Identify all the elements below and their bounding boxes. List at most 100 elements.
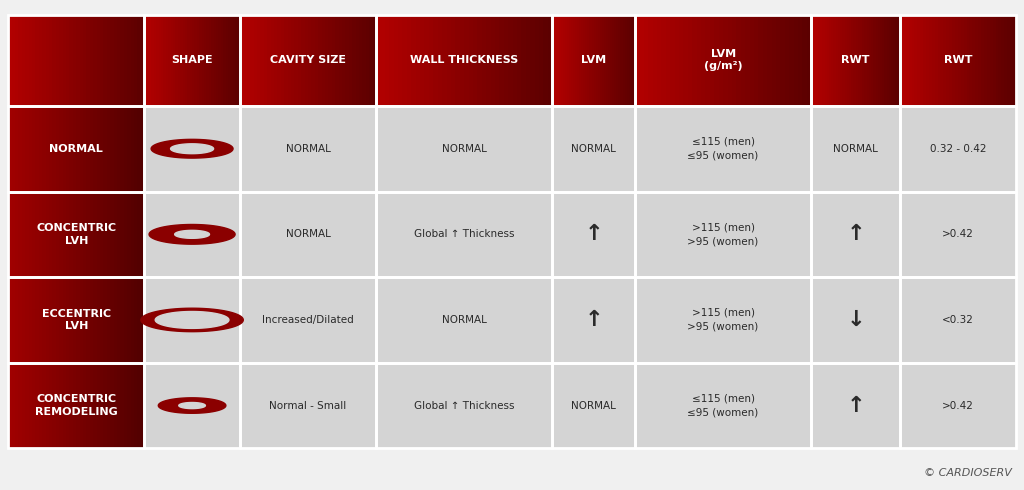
Bar <box>223 15 226 106</box>
Bar <box>745 15 751 106</box>
Bar <box>900 192 1016 277</box>
Bar <box>52 363 56 448</box>
Bar <box>111 15 115 106</box>
Bar <box>990 15 993 106</box>
Bar <box>103 106 108 192</box>
Bar <box>586 15 589 106</box>
Bar <box>957 15 962 106</box>
Bar <box>1005 15 1009 106</box>
Bar <box>662 15 667 106</box>
Bar <box>998 15 1002 106</box>
Bar <box>811 15 814 106</box>
Bar <box>898 15 901 106</box>
Bar <box>240 363 376 448</box>
Bar <box>11 363 16 448</box>
Bar <box>425 15 430 106</box>
Bar <box>175 15 179 106</box>
Bar <box>490 15 496 106</box>
Bar <box>121 106 125 192</box>
Bar <box>178 15 181 106</box>
Bar <box>15 192 19 277</box>
Bar <box>723 15 728 106</box>
Bar <box>610 15 613 106</box>
Bar <box>548 15 553 106</box>
Bar <box>759 15 764 106</box>
Bar <box>240 192 376 277</box>
Bar <box>11 192 16 277</box>
Bar <box>900 15 904 106</box>
Bar <box>608 15 611 106</box>
Bar <box>940 15 944 106</box>
Bar <box>878 15 881 106</box>
Text: NORMAL: NORMAL <box>286 229 331 239</box>
Bar <box>111 192 115 277</box>
Text: NORMAL: NORMAL <box>834 144 878 154</box>
Bar <box>36 363 40 448</box>
Bar <box>831 15 835 106</box>
Polygon shape <box>141 308 244 332</box>
Bar <box>578 15 581 106</box>
Bar <box>216 15 219 106</box>
Bar <box>29 192 33 277</box>
Bar <box>495 15 501 106</box>
Bar <box>389 15 394 106</box>
Bar <box>900 15 1016 106</box>
Bar <box>137 106 142 192</box>
Bar <box>168 15 172 106</box>
Bar <box>106 106 112 192</box>
Bar <box>197 15 201 106</box>
Bar <box>845 15 848 106</box>
Bar <box>15 363 19 448</box>
Bar <box>1008 15 1011 106</box>
Bar <box>376 363 552 448</box>
Bar <box>8 106 144 192</box>
Bar <box>180 15 183 106</box>
Bar <box>451 15 457 106</box>
Bar <box>376 192 552 277</box>
Bar <box>836 15 839 106</box>
Text: Normal - Small: Normal - Small <box>269 400 346 411</box>
Bar <box>754 15 760 106</box>
Bar <box>86 106 91 192</box>
Bar <box>26 106 30 192</box>
Bar <box>416 15 421 106</box>
Bar <box>639 15 645 106</box>
Bar <box>59 277 63 363</box>
Bar <box>889 15 892 106</box>
Bar <box>124 277 128 363</box>
Bar <box>970 15 974 106</box>
Text: NORMAL: NORMAL <box>49 144 103 154</box>
Bar <box>604 15 607 106</box>
Bar <box>127 15 132 106</box>
Bar <box>200 15 203 106</box>
Bar <box>127 106 132 192</box>
Text: CONCENTRIC
REMODELING: CONCENTRIC REMODELING <box>35 394 118 417</box>
Bar <box>137 277 142 363</box>
Bar <box>161 15 165 106</box>
Bar <box>83 15 87 106</box>
Bar <box>635 106 811 192</box>
Polygon shape <box>159 398 226 413</box>
Text: RWT: RWT <box>944 55 972 65</box>
Bar <box>238 15 241 106</box>
Bar <box>560 15 563 106</box>
Bar <box>352 15 356 106</box>
Bar <box>635 192 811 277</box>
Bar <box>100 192 104 277</box>
Bar <box>973 15 976 106</box>
Bar <box>131 363 135 448</box>
Bar <box>49 192 53 277</box>
Bar <box>100 15 104 106</box>
Bar <box>83 106 87 192</box>
Text: NORMAL: NORMAL <box>571 400 616 411</box>
Bar <box>412 15 417 106</box>
Bar <box>114 363 118 448</box>
Text: © CARDIOSERV: © CARDIOSERV <box>924 468 1012 478</box>
Bar <box>376 363 552 448</box>
Text: ↑: ↑ <box>585 310 603 330</box>
Bar <box>571 15 574 106</box>
Bar <box>370 15 374 106</box>
Bar <box>811 192 900 277</box>
Bar <box>62 106 67 192</box>
Bar <box>456 15 461 106</box>
